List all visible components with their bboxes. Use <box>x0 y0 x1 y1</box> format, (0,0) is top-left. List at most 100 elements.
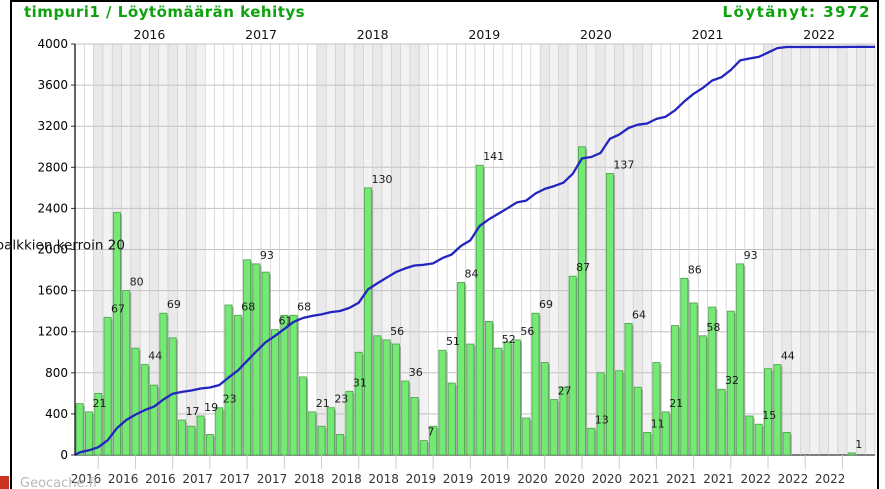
bar-shadow <box>697 304 699 455</box>
bar-shadow <box>529 420 532 455</box>
bar-shadow <box>194 428 197 455</box>
monthly-finds-bar <box>354 351 363 456</box>
axis-text: 2018 <box>357 27 389 42</box>
monthly-finds-bar <box>401 380 410 456</box>
axis-text: 87 <box>576 261 590 274</box>
bar-shadow <box>762 426 764 455</box>
axis-text: 2016 <box>71 472 102 486</box>
bar-shadow <box>139 350 141 455</box>
bar-shadow <box>780 366 783 455</box>
monthly-finds-bar <box>698 335 707 456</box>
axis-text: 56 <box>390 325 404 338</box>
bar-shadow <box>166 315 169 455</box>
bar-shadow <box>120 214 123 455</box>
bar-shadow <box>213 436 216 455</box>
monthly-finds-bar <box>773 364 782 456</box>
axis-text: 93 <box>260 249 274 262</box>
axis-text: 4000 <box>37 37 68 51</box>
axis-text: 2018 <box>331 472 362 486</box>
bar-shadow <box>473 346 476 455</box>
bar-shadow <box>557 401 560 455</box>
bar-shadow <box>650 434 653 455</box>
monthly-finds-bar <box>550 399 559 456</box>
axis-text: 2021 <box>666 472 697 486</box>
monthly-finds-bar <box>717 388 726 456</box>
axis-text: 141 <box>483 150 504 163</box>
monthly-finds-bar <box>75 403 84 456</box>
monthly-finds-bar <box>187 425 196 456</box>
monthly-finds-bar <box>745 415 754 456</box>
axis-text: 2016 <box>145 472 176 486</box>
bar-shadow <box>371 189 374 455</box>
axis-text: 2021 <box>703 472 734 486</box>
monthly-finds-bar <box>103 316 112 456</box>
monthly-finds-bar <box>336 434 345 456</box>
monthly-finds-bar <box>373 335 382 456</box>
axis-text: 21 <box>92 397 106 410</box>
monthly-finds-bar <box>568 275 577 456</box>
monthly-finds-bar <box>410 397 419 456</box>
monthly-finds-bar <box>578 146 586 456</box>
axis-text: 2400 <box>37 201 68 215</box>
bar-shadow <box>306 378 309 455</box>
axis-text: 2000 <box>37 243 68 257</box>
bar-shadow <box>111 319 113 455</box>
axis-text: 2017 <box>182 472 213 486</box>
bar-shadow <box>362 354 364 455</box>
axis-text: 52 <box>502 333 516 346</box>
monthly-finds-bar <box>457 281 465 456</box>
axis-text: 56 <box>520 325 534 338</box>
axis-text: 19 <box>204 401 218 414</box>
axis-text: 2021 <box>692 27 724 42</box>
axis-text: 2019 <box>443 472 474 486</box>
axis-text: 64 <box>632 308 646 321</box>
axis-text: 69 <box>539 298 553 311</box>
axis-text: 0 <box>60 448 68 462</box>
bar-shadow <box>706 337 709 455</box>
bar-shadow <box>418 399 420 455</box>
axis-text: Geocache.fi <box>20 476 97 489</box>
bar-shadow <box>92 413 95 455</box>
bar-shadow <box>585 148 588 455</box>
monthly-finds-bar <box>540 362 549 456</box>
bar-shadow <box>743 265 746 455</box>
monthly-finds-bar <box>205 434 214 456</box>
axis-text: 2020 <box>517 472 548 486</box>
bar-shadow <box>436 428 439 455</box>
axis-text: 27 <box>558 385 572 398</box>
red-corner-mark <box>0 476 9 489</box>
bar-shadow <box>734 313 736 455</box>
axis-text: 23 <box>223 393 237 406</box>
axis-text: 15 <box>762 409 776 422</box>
axis-text: 130 <box>372 173 393 186</box>
axis-text: 69 <box>167 298 181 311</box>
monthly-finds-bar <box>847 452 856 456</box>
bar-shadow <box>278 331 281 455</box>
monthly-finds-bar <box>782 431 791 456</box>
bar-shadow <box>539 315 541 455</box>
axis-text: 2019 <box>406 472 437 486</box>
axis-text: 68 <box>297 300 311 313</box>
bar-shadow <box>659 364 662 455</box>
bar-shadow <box>101 395 104 455</box>
monthly-finds-bar <box>494 347 503 456</box>
axis-text: 2021 <box>629 472 660 486</box>
monthly-finds-bar <box>122 290 131 456</box>
axis-text: 36 <box>409 366 423 379</box>
axis-text: 67 <box>111 302 125 315</box>
monthly-finds-bar <box>485 321 493 456</box>
bar-shadow <box>511 343 513 455</box>
bar-shadow <box>297 317 299 455</box>
monthly-finds-bar <box>615 370 624 456</box>
monthly-finds-bar <box>280 314 289 456</box>
axis-text: 3600 <box>37 78 68 92</box>
bar-shadow <box>548 364 550 455</box>
monthly-finds-bar <box>215 407 224 456</box>
monthly-finds-bar <box>661 411 670 456</box>
axis-text: 2022 <box>815 472 846 486</box>
monthly-finds-bar <box>736 263 745 456</box>
monthly-finds-bar <box>652 362 661 456</box>
bar-shadow <box>157 387 160 455</box>
found-total-badge: Löytänyt: 3972 <box>722 3 871 21</box>
bar-shadow <box>576 278 578 455</box>
